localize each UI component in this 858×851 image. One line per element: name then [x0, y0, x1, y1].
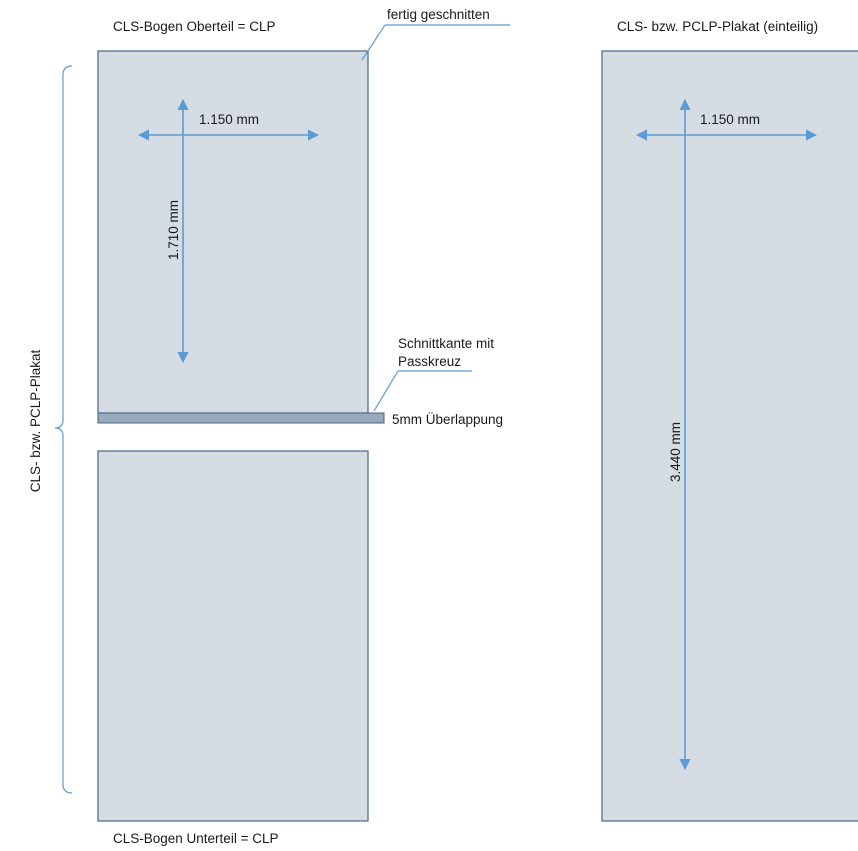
two-part-poster-label: CLS- bzw. PCLP-Plakat [28, 349, 43, 492]
cut-edge-label-line2: Passkreuz [398, 354, 461, 369]
poster-brace [54, 65, 73, 794]
bottom-sheet [97, 450, 369, 822]
finished-cut-label: fertig geschnitten [387, 7, 490, 22]
one-piece-poster-label: CLS- bzw. PCLP-Plakat (einteilig) [617, 19, 818, 34]
cut-edge-label-line1: Schnittkante mit [398, 336, 494, 351]
overlap-label: 5mm Überlappung [392, 412, 503, 427]
top-sheet-label: CLS-Bogen Oberteil = CLP [113, 19, 275, 34]
bottom-sheet-label: CLS-Bogen Unterteil = CLP [113, 831, 278, 846]
one-piece-poster: CLS- bzw. PCLP-Plakat (einteilig) 1.150 … [601, 19, 858, 822]
right-height-label: 3.440 mm [668, 422, 683, 482]
overlap-strip [97, 412, 385, 424]
left-width-label: 1.150 mm [199, 112, 259, 127]
left-height-label: 1.710 mm [166, 200, 181, 260]
right-width-label: 1.150 mm [700, 112, 760, 127]
top-sheet [97, 50, 369, 414]
two-part-poster: CLS-Bogen Oberteil = CLP CLS-Bogen Unter… [28, 7, 510, 846]
one-piece-sheet [601, 50, 858, 822]
finished-cut-leader [361, 24, 386, 61]
cut-edge-leader [373, 370, 399, 412]
